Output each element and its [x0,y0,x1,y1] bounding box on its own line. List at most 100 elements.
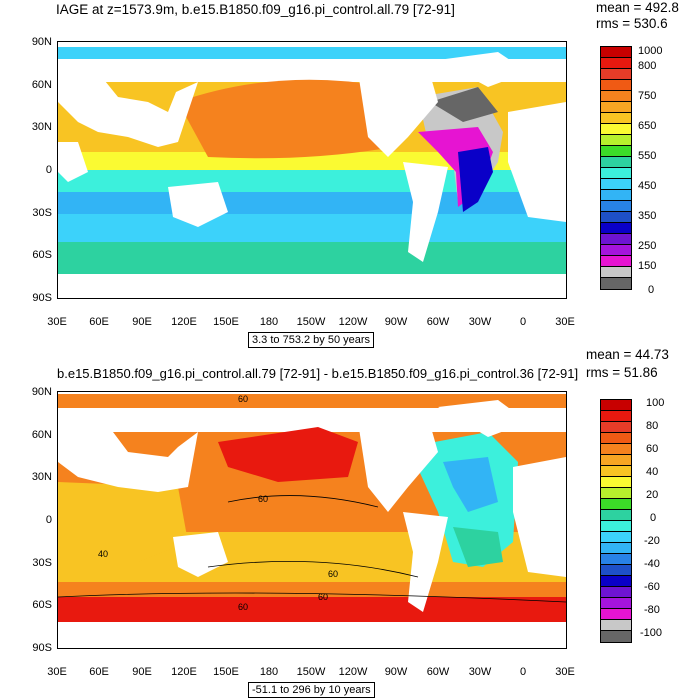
top-lon-label: 90E [132,316,152,328]
top-lon-label: 30W [468,316,492,328]
colorbar-swatch [601,201,631,212]
bottom-colorbar-label: 60 [646,443,659,455]
top-lon-label: 90W [384,316,408,328]
bottom-lon-label: 120W [338,666,368,678]
top-lon-label: 30E [555,316,575,328]
top-colorbar-label: 0 [648,284,655,296]
colorbar-swatch [601,532,631,543]
top-lat-label: 0 [45,164,52,176]
top-south-band-3 [58,214,566,242]
top-greenland-land [438,52,528,87]
colorbar-swatch [601,135,631,146]
top-atlantic-blue [458,147,493,212]
bottom-colorbar-label: -40 [644,558,660,570]
top-lon-label: 120W [338,316,368,328]
bottom-lat-label: 60S [32,599,52,611]
colorbar-swatch [601,168,631,179]
bottom-map-svg: 60 40 60 60 60 60 [58,392,566,648]
bottom-colorbar-label: -80 [644,604,660,616]
bottom-contour-range-box: -51.1 to 296 by 10 years [248,682,375,698]
bottom-map-plot: 60 40 60 60 60 60 [57,391,567,649]
colorbar-swatch [601,102,631,113]
top-colorbar-label: 350 [638,210,657,222]
colorbar-swatch [601,554,631,565]
colorbar-swatch [601,234,631,245]
top-lat-label: 60S [32,249,52,261]
top-pacific-high-age [178,79,393,159]
colorbar-swatch [601,477,631,488]
bottom-colorbar-label: -100 [640,627,663,639]
top-equator-band [58,152,566,170]
bottom-contour-label: 60 [238,394,248,404]
bottom-north-pacific-red [218,427,358,482]
top-colorbar-label: 150 [638,260,657,272]
bottom-colorbar-label: -20 [644,535,660,547]
colorbar-swatch [601,91,631,102]
colorbar-swatch [601,146,631,157]
bottom-south-america-land [403,512,448,612]
colorbar-swatch [601,598,631,609]
colorbar-swatch [601,69,631,80]
top-asia-land [58,60,198,147]
bottom-lon-label: 150E [213,666,239,678]
bottom-lon-label: 90W [384,666,408,678]
colorbar-swatch [601,223,631,234]
bottom-lon-label: 30W [468,666,492,678]
top-lon-label: 0 [519,316,527,328]
colorbar-swatch [601,488,631,499]
top-lon-label: 60E [89,316,109,328]
bottom-contour-label: 40 [98,549,108,559]
top-africa-east-land [508,102,566,222]
top-lat-label: 30N [31,121,52,133]
colorbar-swatch [601,521,631,532]
bottom-colorbar-label: 100 [646,397,665,409]
colorbar-swatch [601,47,631,58]
top-mean-value: mean = 492.8 [596,0,679,15]
colorbar-swatch [601,113,631,124]
colorbar-swatch [601,400,631,411]
bottom-colorbar-label: -60 [644,581,660,593]
top-southern-ocean [58,242,566,274]
bottom-asia-land [58,410,198,492]
bottom-lon-label: 60E [89,666,109,678]
bottom-contour-label: 60 [258,494,268,504]
bottom-greenland-land [438,400,528,437]
top-africa-land [58,142,88,182]
bottom-lon-label: 120E [171,666,197,678]
colorbar-swatch [601,157,631,168]
top-south-band-2 [58,192,566,214]
colorbar-swatch [601,80,631,91]
bottom-lat-label: 30S [32,557,52,569]
colorbar-swatch [601,433,631,444]
bottom-contour-label: 60 [318,592,328,602]
colorbar-swatch [601,499,631,510]
bottom-arctic-band [58,394,566,408]
bottom-mean-value: mean = 44.73 [586,347,669,362]
colorbar-swatch [601,278,631,289]
top-north-america-land [358,67,438,157]
top-lon-label: 60W [426,316,450,328]
bottom-lat-label: 30N [31,471,52,483]
colorbar-swatch [601,631,631,642]
bottom-map-title: b.e15.B1850.f09_g16.pi_control.all.79 [7… [57,366,579,381]
colorbar-swatch [601,267,631,278]
bottom-contour-line [58,592,566,603]
top-lat-label: 90N [31,36,52,48]
bottom-indian-ocean [58,482,188,562]
bottom-colorbar-label: 80 [646,420,659,432]
bottom-atlantic-teal [453,527,503,567]
bottom-colorbar-label: 0 [650,512,657,524]
colorbar-swatch [601,609,631,620]
top-australia-land [168,182,228,227]
colorbar-swatch [601,444,631,455]
bottom-contour-label: 60 [328,569,338,579]
bottom-contour-label: 60 [238,602,248,612]
top-colorbar-label: 800 [638,60,657,72]
colorbar-swatch [601,510,631,521]
top-map-title: IAGE at z=1573.9m, b.e15.B1850.f09_g16.p… [56,2,455,17]
top-contour-range-box: 3.3 to 753.2 by 50 years [248,332,375,348]
bottom-lon-label: 150W [296,666,326,678]
top-lon-label: 150W [296,316,326,328]
bottom-africa-land [513,457,566,577]
top-lon-label: 30E [47,316,67,328]
